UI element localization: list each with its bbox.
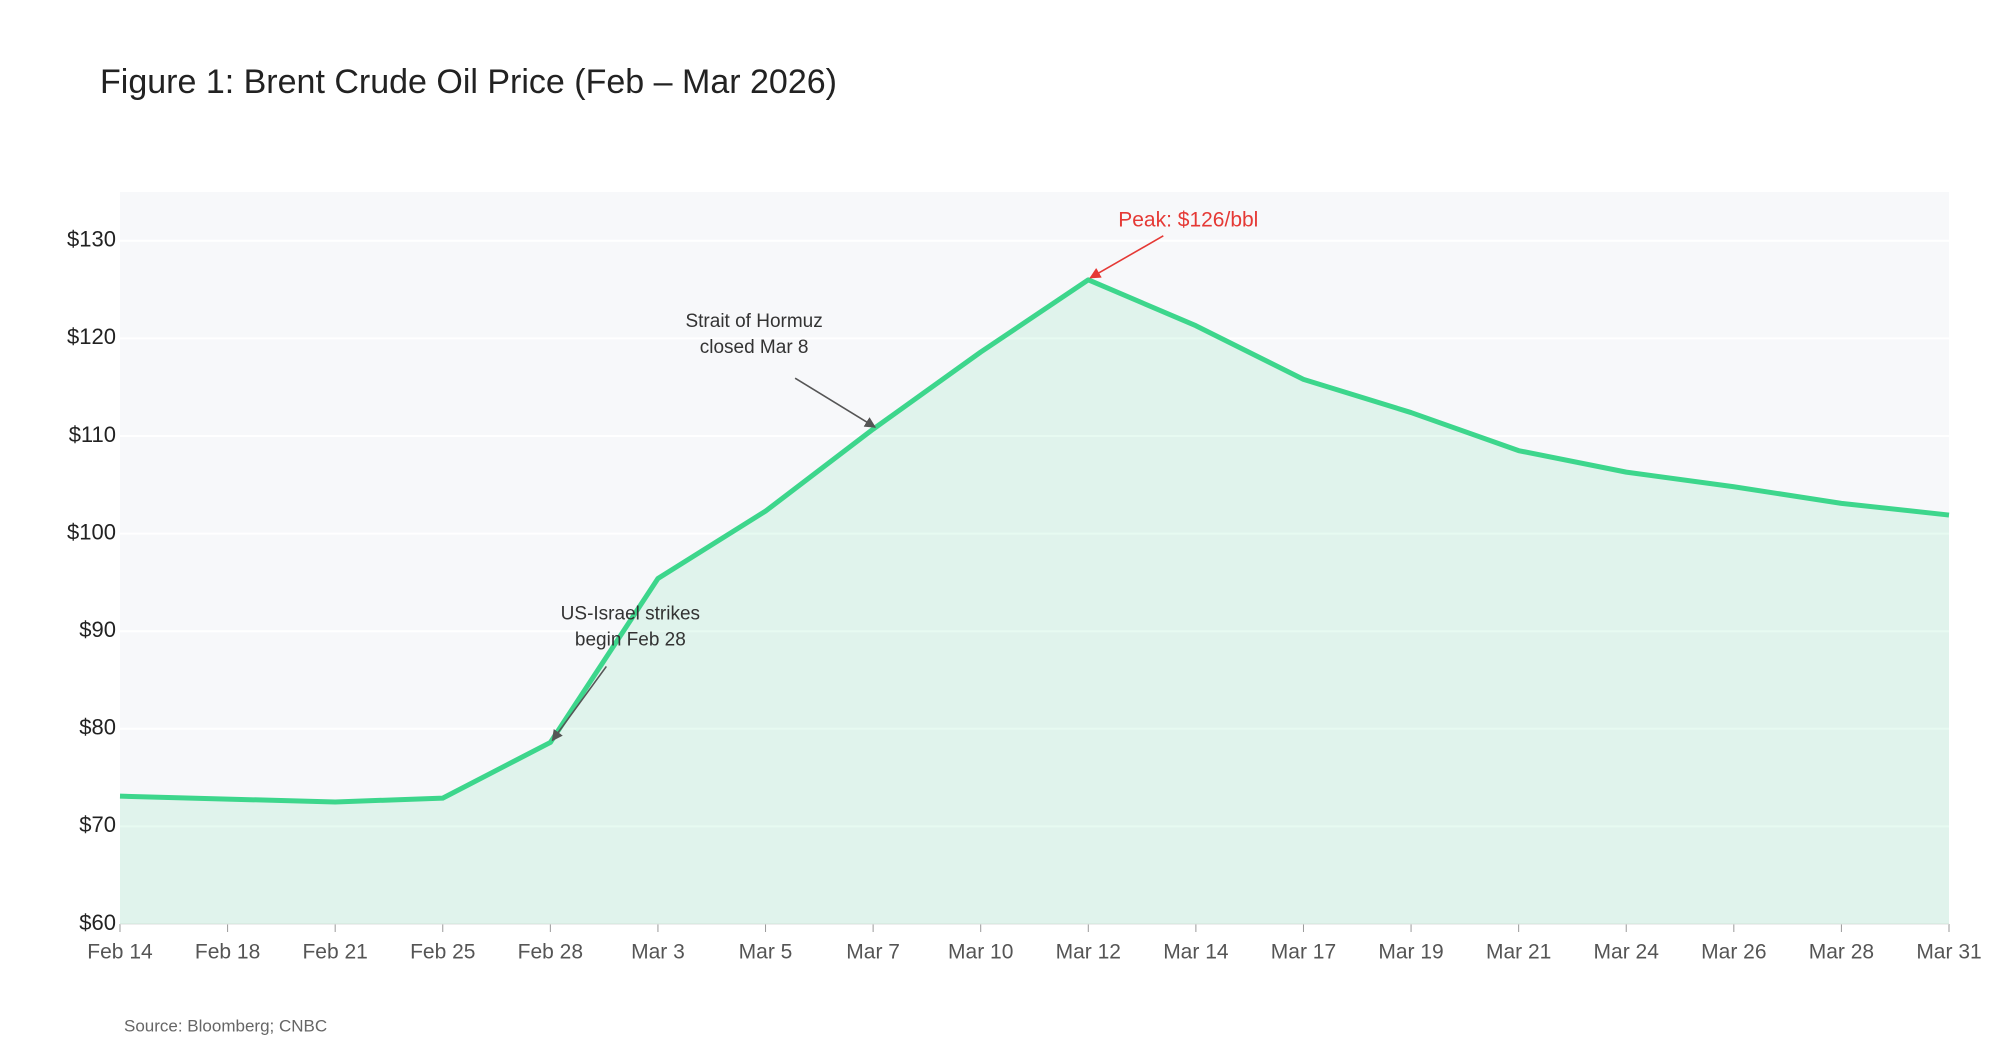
x-tick-label: Mar 21 xyxy=(1486,941,1551,964)
x-tick-label: Mar 26 xyxy=(1701,941,1766,964)
y-tick-label: $80 xyxy=(79,715,116,740)
annotation-arrow xyxy=(1089,235,1164,279)
x-tick-label: Mar 5 xyxy=(739,941,793,964)
x-tick-label: Mar 31 xyxy=(1916,941,1981,964)
y-tick-label: $130 xyxy=(67,227,116,252)
x-tick-label: Mar 24 xyxy=(1594,941,1660,964)
area-fill xyxy=(120,279,1949,925)
x-tick-label: Feb 25 xyxy=(410,941,475,964)
annotation-text: closed Mar 8 xyxy=(700,337,809,358)
x-tick-label: Mar 14 xyxy=(1163,941,1229,964)
y-tick-label: $60 xyxy=(79,910,116,935)
chart-title: Figure 1: Brent Crude Oil Price (Feb – M… xyxy=(100,63,837,101)
source-note: Source: Bloomberg; CNBC xyxy=(124,1016,327,1035)
y-tick-label: $100 xyxy=(67,519,116,544)
x-tick-label: Mar 12 xyxy=(1056,941,1121,964)
y-tick-label: $70 xyxy=(79,812,116,837)
annotation-text: Strait of Hormuz xyxy=(685,311,822,332)
y-tick-label: $110 xyxy=(69,422,116,447)
x-tick-label: Mar 19 xyxy=(1378,941,1443,964)
x-tick-label: Feb 14 xyxy=(87,941,153,964)
annotation-text: Peak: $126/bbl xyxy=(1118,208,1258,231)
annotation-text: begin Feb 28 xyxy=(575,629,686,650)
x-tick-label: Mar 3 xyxy=(631,941,685,964)
x-tick-label: Mar 10 xyxy=(948,941,1013,964)
x-tick-label: Mar 28 xyxy=(1809,941,1874,964)
x-tick-label: Feb 21 xyxy=(302,941,367,964)
x-tick-label: Mar 17 xyxy=(1271,941,1336,964)
annotation-arrow xyxy=(551,665,607,742)
annotation-arrow xyxy=(794,377,877,428)
x-tick-label: Feb 18 xyxy=(195,941,260,964)
x-tick-label: Mar 7 xyxy=(846,941,900,964)
x-tick-label: Feb 28 xyxy=(518,941,583,964)
annotation-text: US-Israel strikes xyxy=(561,603,700,624)
y-tick-label: $120 xyxy=(67,324,116,349)
y-tick-label: $90 xyxy=(79,617,116,642)
price-line xyxy=(119,277,1950,805)
